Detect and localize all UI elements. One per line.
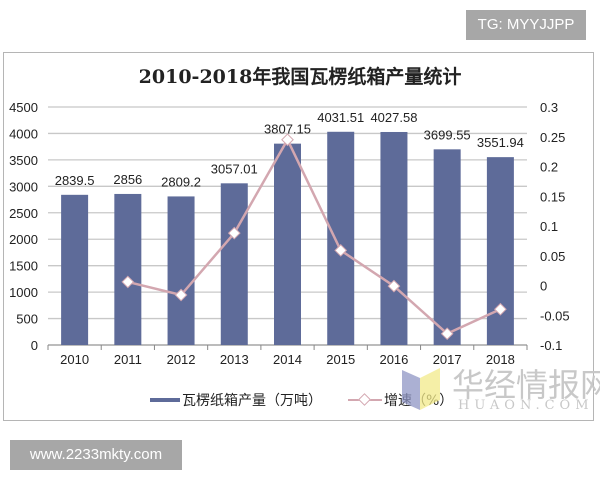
tg-badge: TG: MYYJJPP bbox=[466, 10, 586, 40]
y-right-tick: 0.2 bbox=[540, 160, 558, 175]
y-left-tick: 0 bbox=[31, 338, 38, 353]
bar-value-label: 2839.5 bbox=[55, 173, 95, 188]
bar-value-label: 4027.58 bbox=[370, 110, 417, 125]
y-right-tick: 0.3 bbox=[540, 100, 558, 115]
y-left-tick: 3000 bbox=[9, 179, 38, 194]
y-left-tick: 1500 bbox=[9, 259, 38, 274]
growth-point-diamond-icon bbox=[174, 288, 188, 302]
chart-title: 2010-2018年我国瓦楞纸箱产量统计 bbox=[138, 66, 462, 88]
legend-item-production: 瓦楞纸箱产量（万吨） bbox=[150, 390, 322, 410]
bar-value-label: 3807.15 bbox=[264, 122, 311, 137]
x-tick-label: 2016 bbox=[379, 352, 408, 367]
y-left-tick: 500 bbox=[16, 312, 38, 327]
bar-value-label: 3551.94 bbox=[477, 135, 524, 150]
y-left-tick: 3500 bbox=[9, 153, 38, 168]
growth-point-diamond-icon bbox=[387, 279, 401, 293]
watermark-text: 华经情报网 bbox=[452, 366, 600, 404]
growth-point-diamond-icon bbox=[334, 244, 348, 257]
bar-value-label: 3057.01 bbox=[211, 161, 258, 176]
legend-label: 瓦楞纸箱产量（万吨） bbox=[182, 393, 322, 409]
bar-value-label: 4031.51 bbox=[317, 110, 364, 125]
line-diamond-swatch-icon bbox=[348, 399, 382, 401]
bar-value-label: 2809.2 bbox=[161, 174, 201, 189]
y-right-tick: -0.1 bbox=[540, 338, 562, 353]
x-tick-label: 2011 bbox=[114, 352, 142, 367]
growth-point-diamond-icon bbox=[121, 275, 135, 289]
growth-point-diamond-icon bbox=[281, 133, 294, 147]
y-left-tick: 4500 bbox=[9, 100, 38, 115]
growth-line bbox=[127, 137, 501, 336]
y-right-tick: 0.05 bbox=[540, 249, 565, 264]
bar-2018 bbox=[486, 157, 514, 345]
bar-2011 bbox=[114, 193, 142, 345]
y-right-tick: -0.05 bbox=[540, 308, 570, 323]
watermark-subtext: HUAON.COM bbox=[458, 398, 594, 413]
x-tick-label: 2017 bbox=[433, 352, 462, 367]
growth-point-diamond-icon bbox=[227, 226, 241, 240]
bar-2015 bbox=[327, 131, 355, 345]
url-badge: www.2233mkty.com bbox=[10, 440, 182, 470]
bar-value-label: 3699.55 bbox=[424, 127, 471, 142]
x-tick-label: 2010 bbox=[60, 352, 89, 367]
bar-2016 bbox=[380, 131, 408, 345]
y-left-tick: 2500 bbox=[9, 206, 38, 221]
x-tick-label: 2015 bbox=[326, 352, 355, 367]
growth-point-diamond-icon bbox=[440, 327, 454, 341]
bar-2012 bbox=[167, 196, 195, 345]
y-right-tick: 0.1 bbox=[540, 219, 558, 234]
x-tick-label: 2014 bbox=[273, 352, 302, 367]
x-tick-label: 2012 bbox=[167, 352, 196, 367]
y-left-tick: 1000 bbox=[9, 285, 38, 300]
huaon-watermark: 华经情报网 HUAON.COM bbox=[400, 362, 600, 418]
bar-value-label: 2856 bbox=[113, 172, 142, 187]
bar-2014 bbox=[274, 143, 301, 345]
y-right-tick: 0 bbox=[540, 279, 547, 294]
y-right-tick: 0.25 bbox=[540, 130, 565, 145]
y-left-tick: 4000 bbox=[9, 126, 38, 141]
cube-logo-icon bbox=[402, 368, 440, 410]
growth-point-diamond-icon bbox=[494, 302, 507, 316]
y-left-tick: 2000 bbox=[9, 232, 38, 247]
bar-2017 bbox=[433, 149, 461, 345]
bar-swatch-icon bbox=[150, 398, 180, 402]
bar-2010 bbox=[61, 194, 89, 345]
x-tick-label: 2018 bbox=[486, 352, 515, 367]
bar-2013 bbox=[220, 183, 248, 345]
y-right-tick: 0.15 bbox=[540, 189, 565, 204]
x-tick-label: 2013 bbox=[220, 352, 249, 367]
